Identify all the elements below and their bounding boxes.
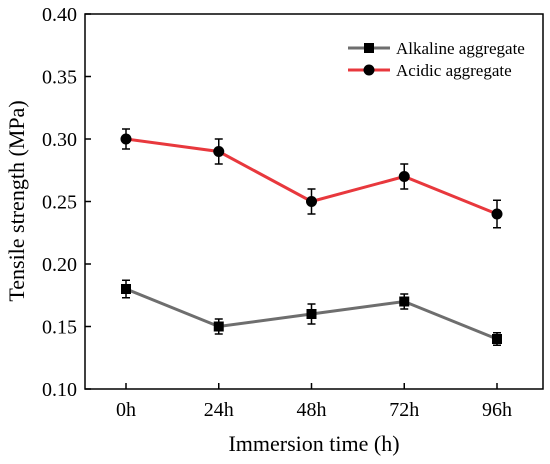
legend-marker xyxy=(363,64,375,76)
legend: Alkaline aggregate Acidic aggregate xyxy=(348,39,525,80)
data-point xyxy=(121,284,131,294)
y-tick-label: 0.10 xyxy=(42,379,77,401)
legend-item: Alkaline aggregate xyxy=(348,39,525,58)
data-point xyxy=(399,296,410,307)
data-point xyxy=(492,334,502,344)
y-tick-label: 0.30 xyxy=(42,129,77,151)
series-acidic-aggregate xyxy=(120,128,503,229)
data-point xyxy=(491,208,503,220)
x-tick-label: 0h xyxy=(116,399,136,421)
data-point xyxy=(120,133,132,145)
y-tick-label: 0.25 xyxy=(42,192,77,214)
x-axis-title: Immersion time (h) xyxy=(228,431,399,456)
series-alkaline-aggregate xyxy=(121,279,502,346)
legend-item: Acidic aggregate xyxy=(348,61,512,80)
legend-label: Acidic aggregate xyxy=(396,61,512,80)
legend-label: Alkaline aggregate xyxy=(396,39,525,58)
data-point xyxy=(306,196,317,207)
data-point xyxy=(306,309,317,319)
x-axis: 0h 24h 48h 72h 96h xyxy=(116,383,512,421)
legend-marker xyxy=(364,43,374,53)
x-tick-label: 72h xyxy=(389,399,419,421)
data-point xyxy=(213,146,225,157)
data-point xyxy=(213,321,224,332)
y-tick-label: 0.40 xyxy=(42,4,77,26)
y-tick-label: 0.15 xyxy=(42,317,77,339)
y-tick-label: 0.35 xyxy=(42,67,77,89)
x-tick-label: 96h xyxy=(482,399,512,421)
data-point xyxy=(398,171,410,182)
y-tick-label: 0.20 xyxy=(42,254,77,276)
x-tick-label: 48h xyxy=(297,399,327,421)
x-tick-label: 24h xyxy=(204,399,234,421)
y-axis: 0.10 0.15 0.20 0.25 0.30 0.35 0.40 xyxy=(42,4,91,401)
y-axis-title: Tensile strength (MPa) xyxy=(4,100,29,301)
series-layer xyxy=(120,128,503,346)
